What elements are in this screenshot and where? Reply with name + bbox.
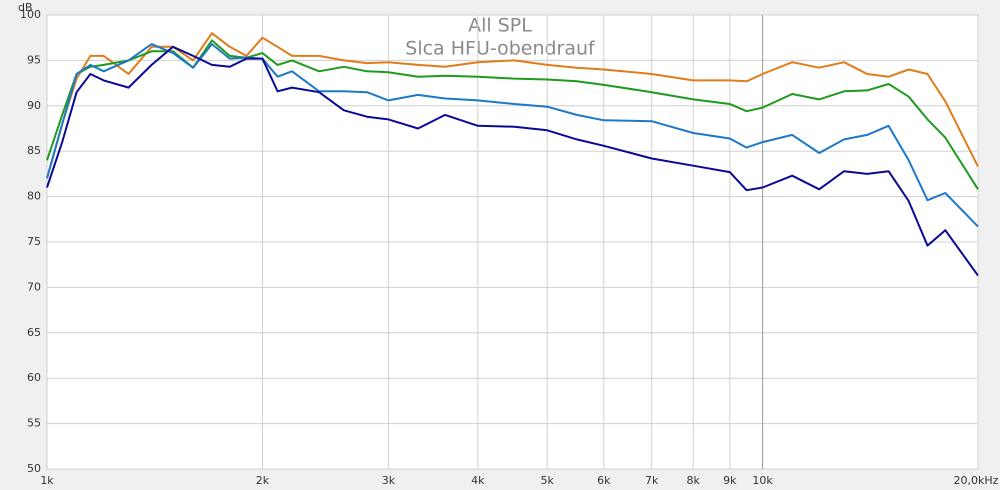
y-tick-label: 100 (20, 8, 41, 21)
y-tick-label: 50 (27, 462, 41, 475)
y-axis-label: dB (18, 1, 33, 14)
x-tick-label: 7k (645, 474, 659, 487)
y-tick-label: 85 (27, 144, 41, 157)
series-line (46, 39, 979, 190)
y-tick-label: 90 (27, 99, 41, 112)
x-tick-label: 10k (752, 474, 773, 487)
y-tick-label: 70 (27, 280, 41, 293)
series-line (46, 43, 979, 228)
x-tick-label: 8k (687, 474, 701, 487)
y-tick-label: 95 (27, 53, 41, 66)
chart-title: All SPL (468, 15, 532, 37)
x-tick-label: 6k (597, 474, 611, 487)
y-tick-label: 60 (27, 371, 41, 384)
x-tick-label: 2k (256, 474, 270, 487)
x-tick-label: 9k (723, 474, 737, 487)
x-tick-label: 5k (540, 474, 554, 487)
series-line (46, 45, 979, 277)
y-tick-label: 55 (27, 417, 41, 430)
x-tick-label: 3k (382, 474, 396, 487)
x-tick-label: 4k (471, 474, 485, 487)
y-tick-label: 80 (27, 190, 41, 203)
y-tick-label: 65 (27, 326, 41, 339)
x-tick-label: 1k (40, 474, 54, 487)
chart-subtitle: Slca HFU-obendrauf (405, 38, 596, 60)
series-line (46, 32, 979, 179)
x-tick-label: 20,0kHz (954, 474, 999, 487)
y-tick-label: 75 (27, 235, 41, 248)
